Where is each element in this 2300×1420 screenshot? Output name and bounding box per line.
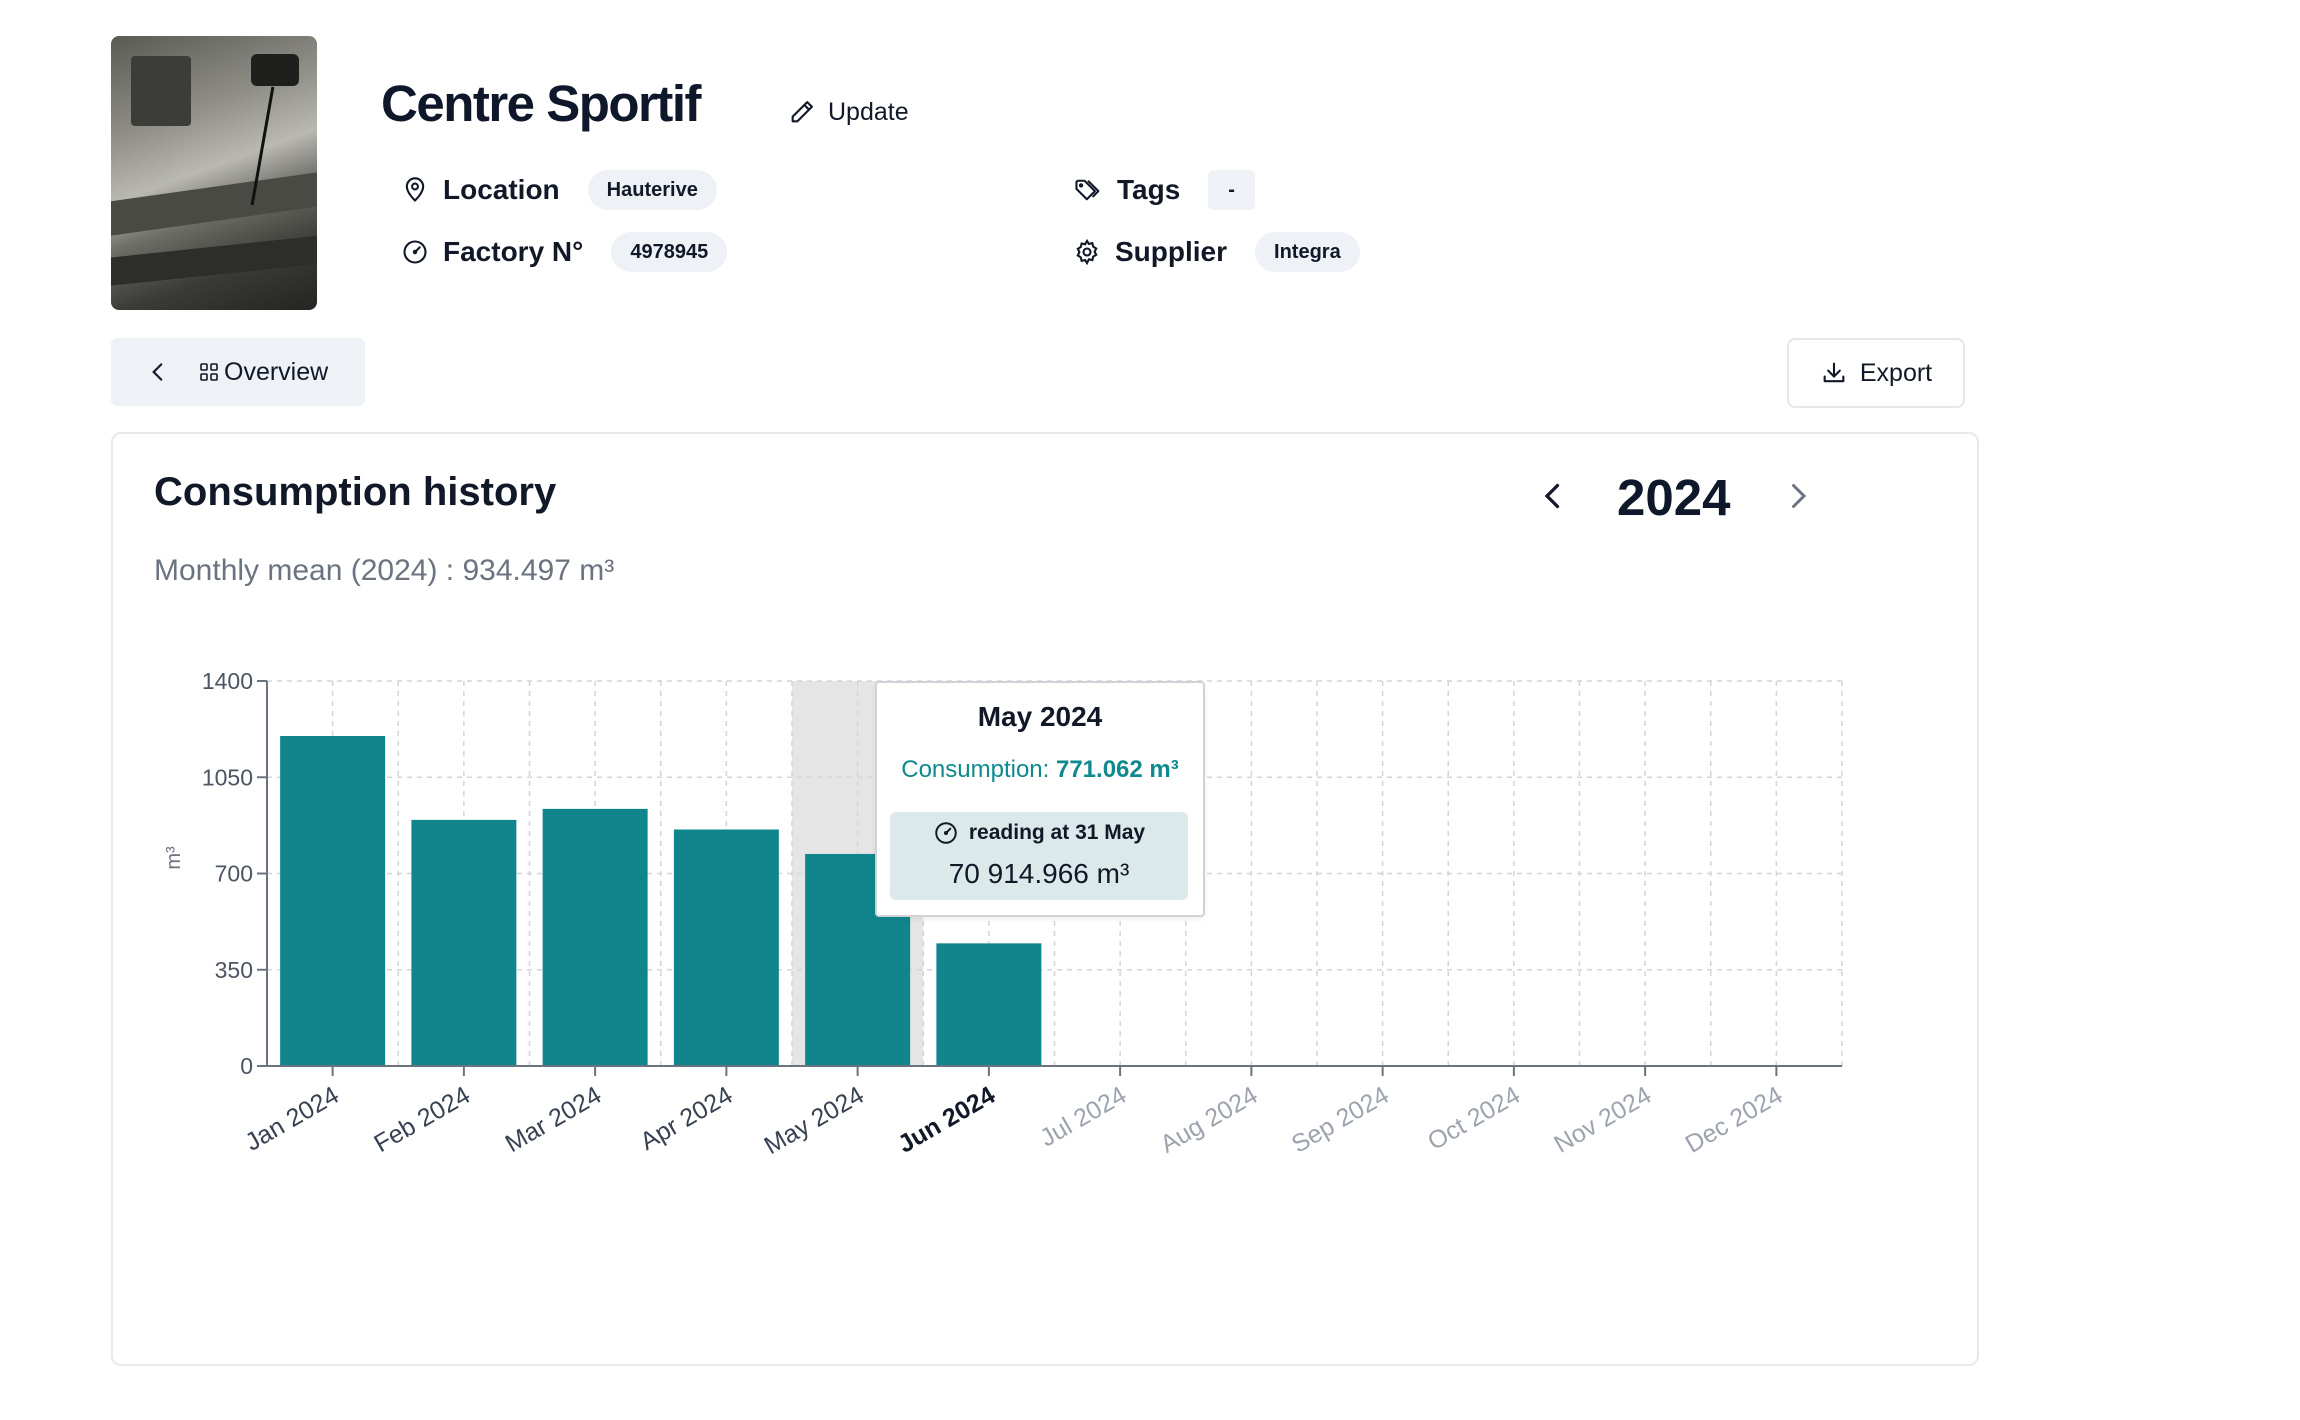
tags-icon <box>1075 179 1100 201</box>
x-tick-label: Oct 2024 <box>1423 1081 1525 1156</box>
tags-chip: - <box>1208 170 1255 210</box>
x-tick-label: Nov 2024 <box>1549 1081 1656 1159</box>
tooltip-reading-value: 70 914.966 m³ <box>948 858 1130 889</box>
tags-field: Tags - <box>1073 168 1255 212</box>
x-tick-label: Aug 2024 <box>1156 1081 1263 1159</box>
bar-mar-2024 <box>542 808 648 1066</box>
supplier-chip: Integra <box>1255 232 1360 272</box>
chart-tooltip: May 2024 Consumption: 771.062 m³ reading… <box>875 681 1205 917</box>
factory-chip: 4978945 <box>611 232 728 272</box>
y-tick-label: 700 <box>215 861 253 887</box>
factory-field: Factory N° 4978945 <box>401 230 728 274</box>
gauge-icon <box>935 822 957 844</box>
supplier-label: Supplier <box>1115 236 1228 267</box>
x-tick-label: Apr 2024 <box>636 1081 738 1156</box>
x-tick-label: Jul 2024 <box>1035 1081 1131 1153</box>
x-tick-label: Feb 2024 <box>369 1081 475 1158</box>
supplier-field: Supplier Integra <box>1073 230 1360 274</box>
x-tick-label: Dec 2024 <box>1681 1081 1788 1159</box>
pencil-icon <box>791 101 813 123</box>
x-tick-label: Mar 2024 <box>501 1081 607 1158</box>
location-field: Location Hauterive <box>401 168 717 212</box>
previous-year-button[interactable] <box>1535 478 1571 514</box>
y-tick-label: 0 <box>240 1053 253 1079</box>
download-icon <box>1823 362 1845 383</box>
card-title: Consumption history <box>154 470 557 514</box>
gear-icon <box>1076 238 1098 266</box>
x-tick-label: Jan 2024 <box>241 1081 344 1157</box>
y-tick-label: 1050 <box>202 764 253 790</box>
y-axis-label: m³ <box>163 846 185 870</box>
y-tick-label: 1400 <box>202 668 253 694</box>
overview-button[interactable]: Overview <box>111 338 365 406</box>
tooltip-consumption: Consumption: 771.062 m³ <box>877 756 1203 784</box>
bar-jan-2024 <box>280 736 386 1066</box>
bar-jun-2024 <box>936 943 1042 1066</box>
monthly-mean: Monthly mean (2024) : 934.497 m³ <box>154 554 615 587</box>
meter-photo <box>111 36 317 310</box>
bar-apr-2024 <box>673 829 779 1066</box>
location-chip: Hauterive <box>587 170 717 210</box>
page-title: Centre Sportif <box>381 75 702 132</box>
next-year-button[interactable] <box>1780 478 1816 514</box>
factory-label: Factory N° <box>443 236 584 267</box>
year-label: 2024 <box>1617 469 1731 526</box>
tooltip-consumption-value: 771.062 m³ <box>1055 756 1179 783</box>
gauge-icon <box>403 240 427 264</box>
tooltip-consumption-label: Consumption: <box>901 756 1050 783</box>
x-tick-label: Jun 2024 <box>893 1081 1000 1159</box>
grid-icon <box>200 363 218 381</box>
y-tick-label: 350 <box>215 957 253 983</box>
map-pin-icon <box>405 177 425 202</box>
tooltip-reading-label: reading at 31 May <box>968 821 1146 844</box>
update-button[interactable]: Update <box>788 92 909 132</box>
x-tick-label: Sep 2024 <box>1287 1081 1394 1159</box>
export-button[interactable]: Export <box>1787 338 1965 408</box>
chevron-left-icon <box>152 363 163 381</box>
x-tick-label: May 2024 <box>760 1081 869 1160</box>
tooltip-title: May 2024 <box>977 701 1103 732</box>
tags-label: Tags <box>1117 174 1181 205</box>
bar-feb-2024 <box>411 819 517 1066</box>
export-label: Export <box>1859 358 1933 387</box>
location-label: Location <box>443 174 560 205</box>
tooltip-reading-box: reading at 31 May 70 914.966 m³ <box>890 812 1188 900</box>
update-label: Update <box>828 97 909 126</box>
overview-label: Overview <box>224 357 329 386</box>
